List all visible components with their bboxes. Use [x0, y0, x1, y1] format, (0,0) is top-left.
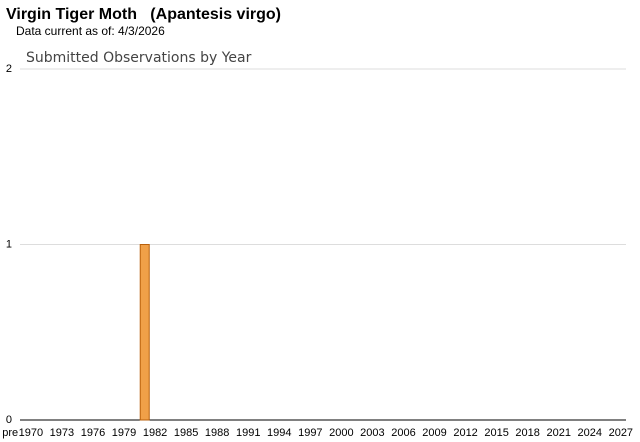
x-tick-label: 2018 [515, 427, 539, 439]
x-tick-label: 2027 [609, 427, 633, 439]
x-tick-label: 2024 [578, 427, 602, 439]
y-tick-label: 1 [6, 238, 12, 250]
subtitle: Data current as of: 4/3/2026 [16, 24, 165, 38]
x-tick-label: 1982 [143, 427, 167, 439]
y-tick-label: 0 [6, 414, 12, 426]
x-tick-label: 1985 [174, 427, 198, 439]
chart-title: Submitted Observations by Year [26, 50, 252, 66]
page-title: Virgin Tiger Moth (Apantesis virgo) [6, 6, 281, 23]
bar [139, 244, 150, 421]
x-tick-label: 1976 [81, 427, 105, 439]
x-tick-label: 2009 [422, 427, 446, 439]
x-tick-label: 1991 [236, 427, 260, 439]
x-tick-label: 2003 [360, 427, 384, 439]
x-tick-label: 1988 [205, 427, 229, 439]
x-tick-label: 2012 [453, 427, 477, 439]
x-tick-label: 1997 [298, 427, 322, 439]
x-tick-label: pre [2, 427, 18, 439]
y-tick-label: 2 [6, 63, 12, 75]
x-tick-label: 1970 [19, 427, 43, 439]
x-tick-label: 2015 [484, 427, 508, 439]
x-tick-label: 1979 [112, 427, 136, 439]
x-tick-label: 1973 [50, 427, 74, 439]
x-tick-label: 1994 [267, 427, 291, 439]
x-tick-label: 2021 [546, 427, 570, 439]
x-tick-label: 2006 [391, 427, 415, 439]
x-tick-label: 2000 [329, 427, 353, 439]
